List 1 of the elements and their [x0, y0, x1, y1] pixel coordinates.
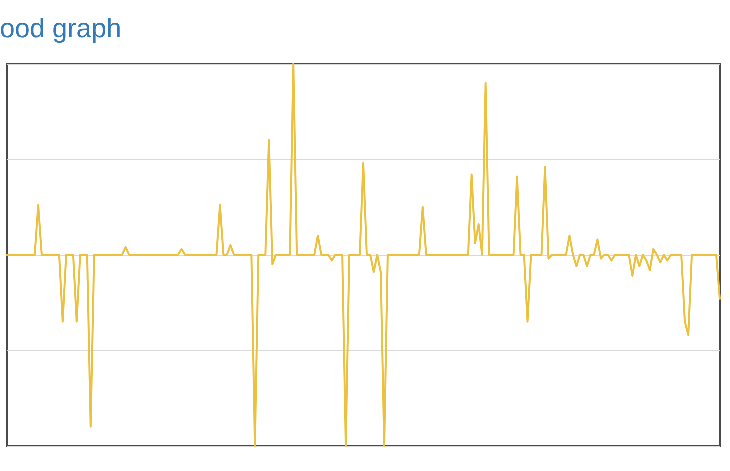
- chart-title: ood graph: [0, 14, 122, 44]
